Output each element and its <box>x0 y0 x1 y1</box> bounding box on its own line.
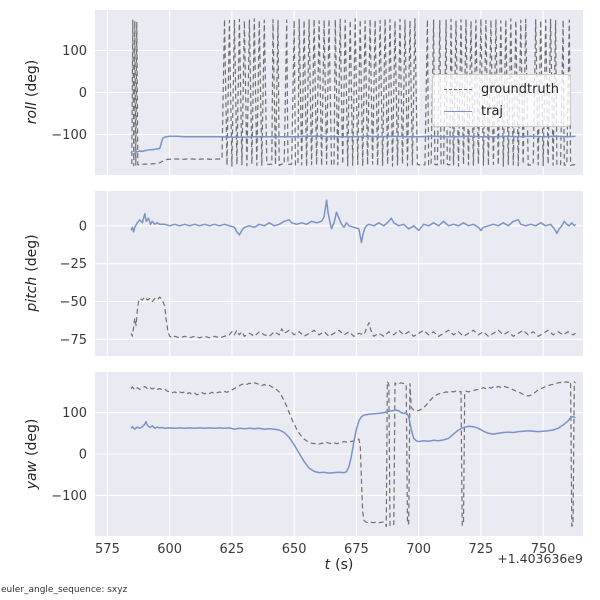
subplot-pitch: 0 −25 −50 −75 <box>60 191 583 356</box>
tick-label: 100 <box>62 44 87 59</box>
ylabel-roll-var: roll <box>24 102 40 125</box>
tick-label: 675 <box>344 542 369 557</box>
xlabel: t (s) <box>95 557 583 573</box>
groundtruth-line-yaw <box>130 380 576 528</box>
tick-label: −25 <box>60 257 87 272</box>
legend-item-groundtruth: groundtruth <box>444 82 559 97</box>
tick-label: −50 <box>60 295 87 310</box>
legend-label-groundtruth: groundtruth <box>481 82 560 97</box>
ylabel-yaw-var: yaw <box>24 461 40 490</box>
ylabel-yaw: yaw (deg) <box>23 374 41 534</box>
tick-label: 625 <box>220 542 245 557</box>
subplot-yaw: 100 0 −100 575 600 625 650 675 700 725 750 <box>51 372 583 557</box>
xlabel-unit: (s) <box>335 557 354 573</box>
tick-label: 750 <box>531 542 556 557</box>
axes-background-pitch <box>95 191 583 356</box>
tick-label: 600 <box>157 542 182 557</box>
ylabel-yaw-unit: (deg) <box>24 418 40 456</box>
ylabel-pitch-var: pitch <box>24 276 40 312</box>
legend-item-traj: traj <box>444 104 559 119</box>
tick-label: 0 <box>79 86 87 101</box>
ylabel-pitch: pitch (deg) <box>23 193 41 353</box>
tick-label: 575 <box>95 542 120 557</box>
tick-label: −75 <box>60 333 87 348</box>
tick-label: 650 <box>282 542 307 557</box>
traj-line-sample <box>444 111 472 112</box>
traj-line-roll <box>130 135 576 156</box>
tick-label: 100 <box>62 406 87 421</box>
ylabel-pitch-unit: (deg) <box>24 234 40 272</box>
tick-label: 0 <box>79 448 87 463</box>
axis-offset-text: +1.403636e9 <box>497 551 583 566</box>
legend-label-traj: traj <box>481 104 504 119</box>
tick-label: −100 <box>51 128 87 143</box>
footnote: euler_angle_sequence: sxyz <box>1 585 128 595</box>
groundtruth-line-sample <box>444 89 472 90</box>
tick-label: −100 <box>51 489 87 504</box>
groundtruth-line-pitch <box>130 296 576 339</box>
xlabel-var: t <box>324 557 331 573</box>
traj-line-pitch <box>130 199 577 244</box>
ylabel-roll: roll (deg) <box>23 12 41 172</box>
ylabel-roll-unit: (deg) <box>24 59 40 98</box>
tick-label: 700 <box>406 542 431 557</box>
tick-label: 0 <box>79 219 87 234</box>
legend: groundtruth traj <box>432 74 572 127</box>
groundtruth-line-roll <box>131 18 576 167</box>
traj-line-yaw <box>130 409 576 474</box>
tick-label: 725 <box>469 542 494 557</box>
